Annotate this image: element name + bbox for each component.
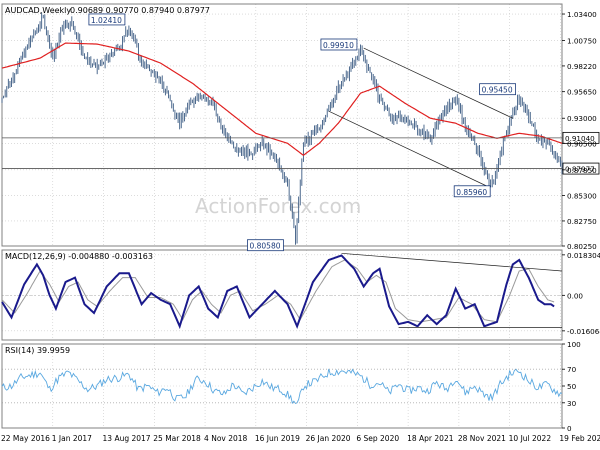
price-channel-trendline (363, 47, 513, 119)
rsi-line (1, 368, 563, 405)
x-tick-label: 25 Mar 2018 (153, 434, 201, 443)
price-y-tick-label: 0.90500 (567, 139, 597, 148)
x-tick-label: 16 Jun 2019 (255, 434, 300, 443)
macd-line (1, 254, 555, 330)
price-y-tick-label: 0.80250 (567, 242, 597, 251)
price-level-label: 0.99910 (323, 41, 354, 50)
series-lines (1, 12, 563, 405)
reference-level-label: 0.91040 (565, 134, 595, 143)
x-tick-label: 1 Jan 2017 (52, 434, 92, 443)
reference-level-box (562, 162, 600, 175)
reference-level-box (562, 131, 600, 144)
rsi-y-tick-label: 70 (567, 365, 577, 374)
price-y-tick-label: 0.87850 (567, 166, 597, 175)
price-level-label-box (247, 239, 284, 252)
price-y-tick-label: 1.00750 (567, 37, 597, 46)
price-level-label-box (320, 38, 358, 51)
rsi-y-tick-label: 0 (567, 424, 572, 433)
price-level-label-box (453, 185, 491, 198)
rsi-y-tick-label: 100 (567, 340, 581, 349)
x-tick-label: 10 Jul 2022 (509, 434, 552, 443)
price-y-tick-label: 1.03400 (567, 10, 597, 19)
price-level-label-box (479, 83, 516, 96)
macd-y-tick-label: 0.018304 (567, 251, 600, 260)
macd-signal-line (1, 259, 555, 323)
price-y-tick-label: 0.98220 (567, 62, 597, 71)
price-level-label: 1.02410 (91, 16, 122, 25)
watermark: ActionForex.com (195, 194, 361, 218)
x-tick-label: 28 Nov 2021 (458, 434, 506, 443)
reference-lines: 0.91040 0.87977 (2, 131, 600, 404)
rsi-title: RSI(14) 39.9959 (5, 346, 70, 355)
price-level-label: 0.80580 (249, 242, 280, 251)
x-tick-label: 13 Aug 2017 (103, 434, 151, 443)
axes: 22 May 2016 1 Jan 2017 13 Aug 2017 25 Mar 2… (1, 10, 600, 443)
macd-y-tick-label: -0.016064 (567, 327, 600, 336)
price-y-tick-label: 0.95650 (567, 88, 597, 97)
price-channel-trendline (328, 110, 488, 187)
macd-title: MACD(12,26,9) -0.004880 -0.003163 (5, 252, 153, 261)
price-y-tick-label: 0.82750 (567, 217, 597, 226)
price-y-tick-label: 0.85300 (567, 191, 597, 200)
x-tick-label: 26 Jan 2020 (306, 434, 351, 443)
x-tick-label: 18 Apr 2021 (407, 434, 454, 443)
x-tick-label: 19 Feb 2023 (559, 434, 600, 443)
x-tick-label: 4 Nov 2018 (204, 434, 247, 443)
price-y-tick-label: 0.93000 (567, 114, 597, 123)
reference-level-label: 0.87977 (565, 165, 595, 174)
price-level-label: 0.95450 (482, 86, 513, 95)
price-ohlc-readout: 0.90689 0.90770 0.87940 0.87977 (70, 6, 210, 15)
macd-trendline (341, 252, 563, 272)
rsi-y-tick-label: 50 (567, 382, 577, 391)
annotations: 1.02410 0.99910 0.95450 0.85960 0.80580 (88, 13, 516, 252)
moving-average-line (1, 42, 563, 157)
price-level-label: 0.85960 (456, 188, 487, 197)
price-title: AUDCAD,Weekly (5, 6, 71, 15)
rsi-y-tick-label: 30 (567, 399, 577, 408)
x-tick-label: 6 Sep 2020 (356, 434, 399, 443)
price-level-label-box (88, 13, 126, 26)
x-tick-label: 22 May 2016 (1, 434, 50, 443)
macd-y-tick-label: 0.00 (567, 291, 583, 300)
